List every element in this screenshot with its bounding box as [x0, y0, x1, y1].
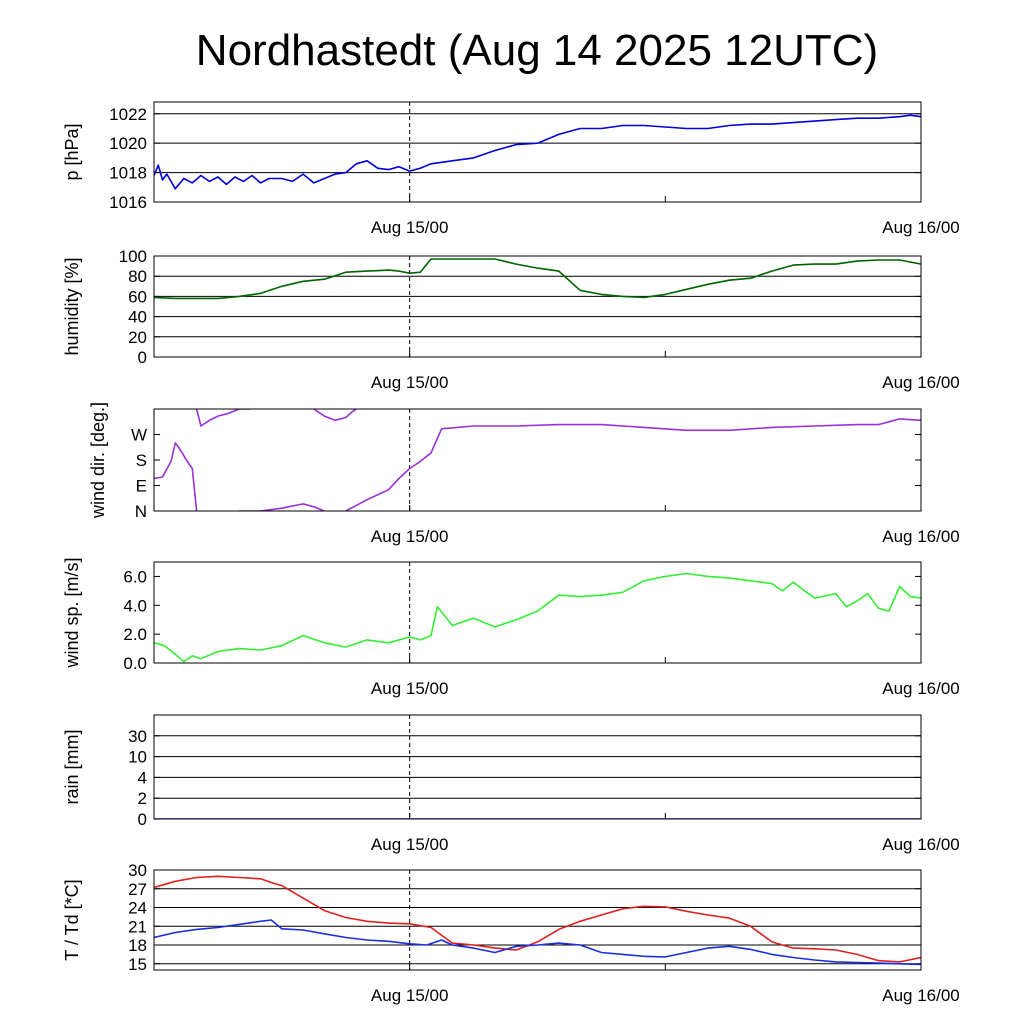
rain-ylabel: rain [mm]: [62, 729, 82, 804]
rain-ytick-label: 0: [138, 810, 147, 829]
rain-xtick-label: Aug 16/00: [882, 835, 960, 854]
temperature-ytick-label: 24: [128, 899, 147, 918]
pressure-ylabel: p [hPa]: [62, 123, 82, 180]
humidity-ytick-label: 80: [128, 267, 147, 286]
wind_speed-xtick-label: Aug 16/00: [882, 679, 960, 698]
rain-ytick-label: 2: [138, 789, 147, 808]
wind_direction-series-line: [345, 418, 921, 511]
temperature-frame: [153, 869, 922, 971]
wind_speed-ytick-label: 2.0: [123, 625, 147, 644]
temperature-xtick-label: Aug 15/00: [371, 986, 449, 1005]
humidity-xtick-label: Aug 15/00: [371, 373, 449, 392]
temperature-ytick-label: 21: [128, 917, 147, 936]
wind_direction-series-line: [154, 442, 198, 511]
wind_speed-ytick-label: 6.0: [123, 567, 147, 586]
wind_direction-series-line: [239, 503, 325, 511]
rain-ytick-label: 30: [128, 727, 147, 746]
wind_speed-ytick-label: 4.0: [123, 596, 147, 615]
humidity-ylabel: humidity [%]: [62, 257, 82, 355]
humidity-ytick-label: 100: [119, 247, 147, 266]
rain-frame: [153, 714, 922, 820]
wind_direction-series-line: [195, 409, 250, 427]
rain-ytick-label: 10: [128, 748, 147, 767]
pressure-xtick-label: Aug 16/00: [882, 218, 960, 237]
wind_direction-ytick-label: W: [131, 426, 147, 445]
humidity-ytick-label: 20: [128, 328, 147, 347]
wind_speed-xtick-label: Aug 15/00: [371, 679, 449, 698]
rain-ytick-label: 4: [138, 768, 147, 787]
temperature-series-line: [154, 919, 921, 966]
humidity-ytick-label: 40: [128, 308, 147, 327]
wind_speed-series-line: [154, 572, 921, 663]
pressure-frame: [153, 101, 922, 203]
wind_direction-frame: [153, 408, 922, 512]
pressure-series-line: [154, 114, 921, 190]
pressure-ytick-label: 1020: [109, 134, 147, 153]
humidity-frame: [153, 255, 922, 358]
humidity-series-line: [154, 258, 921, 300]
humidity-ytick-label: 60: [128, 287, 147, 306]
wind_direction-ytick-label: S: [136, 451, 147, 470]
wind_direction-ytick-label: N: [135, 502, 147, 521]
pressure-ytick-label: 1018: [109, 164, 147, 183]
temperature-ylabel: T / Td [*C]: [62, 879, 82, 960]
humidity-xtick-label: Aug 16/00: [882, 373, 960, 392]
wind_speed-ylabel: wind sp. [m/s]: [62, 557, 82, 668]
chart-title: Nordhastedt (Aug 14 2025 12UTC): [196, 26, 878, 75]
wind_direction-ylabel: wind dir. [deg.]: [88, 402, 108, 519]
temperature-xtick-label: Aug 16/00: [882, 986, 960, 1005]
wind_speed-ytick-label: 0.0: [123, 654, 147, 673]
wind_direction-xtick-label: Aug 15/00: [371, 527, 449, 546]
temperature-ytick-label: 27: [128, 880, 147, 899]
pressure-ytick-label: 1022: [109, 105, 147, 124]
temperature-ytick-label: 30: [128, 861, 147, 880]
wind_direction-series-line: [313, 409, 357, 422]
pressure-xtick-label: Aug 15/00: [371, 218, 449, 237]
humidity-ytick-label: 0: [138, 348, 147, 367]
temperature-ytick-label: 18: [128, 936, 147, 955]
wind_direction-ytick-label: E: [136, 477, 147, 496]
wind_direction-xtick-label: Aug 16/00: [882, 527, 960, 546]
rain-xtick-label: Aug 15/00: [371, 835, 449, 854]
pressure-ytick-label: 1016: [109, 193, 147, 212]
temperature-ytick-label: 15: [128, 955, 147, 974]
wind_speed-frame: [153, 561, 922, 664]
